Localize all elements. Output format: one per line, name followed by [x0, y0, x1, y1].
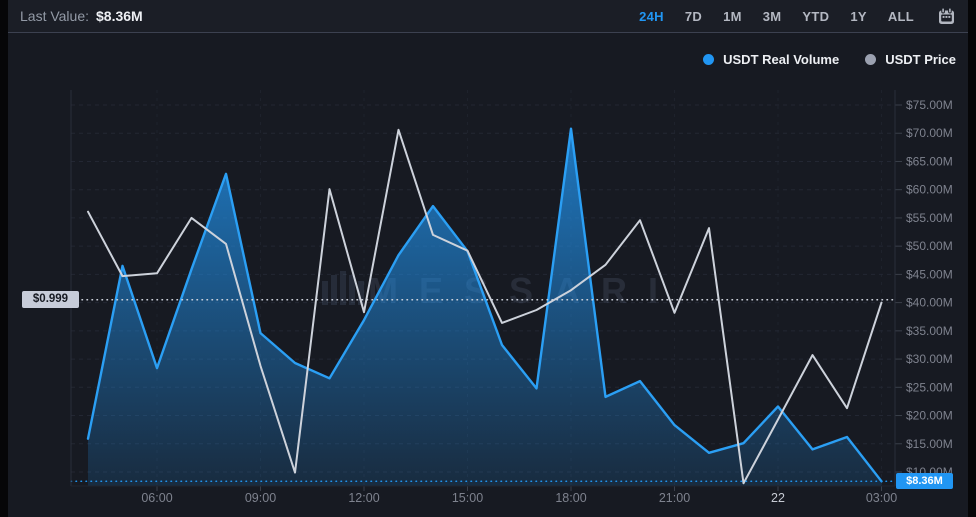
volume-line [86, 127, 883, 483]
y-axis-label: $20.00M [906, 409, 953, 423]
x-axis-label: 06:00 [141, 491, 172, 505]
messari-logo-icon [349, 275, 355, 305]
last-value-amount: $8.36M [96, 8, 143, 24]
y-axis-label: $35.00M [906, 324, 953, 338]
legend-item-usdt-price[interactable]: USDT Price [865, 52, 956, 67]
y-axis-label: $55.00M [906, 211, 953, 225]
x-axis-label: 03:00 [866, 491, 897, 505]
y-axis-label: $50.00M [906, 239, 953, 253]
x-axis-label: 21:00 [659, 491, 690, 505]
y-axis-label: $15.00M [906, 437, 953, 451]
volume-area [88, 128, 882, 486]
y-axis-label: $60.00M [906, 183, 953, 197]
legend-label: USDT Real Volume [723, 52, 840, 67]
y-axis-label: $25.00M [906, 380, 953, 394]
x-axis-label: 18:00 [555, 491, 586, 505]
calendar-icon [937, 7, 956, 26]
x-axis-label: 09:00 [245, 491, 276, 505]
last-value-label: Last Value: [20, 8, 90, 24]
price-series-dot-icon [865, 54, 877, 65]
range-button-1m[interactable]: 1M [723, 8, 742, 24]
volume-series-dot-icon [703, 54, 715, 65]
range-button-all[interactable]: ALL [887, 8, 914, 24]
x-axis-label: 12:00 [348, 491, 379, 505]
plot-hover-region[interactable] [71, 90, 895, 486]
y-axis-label: $65.00M [906, 154, 953, 168]
y-axis-label: $45.00M [906, 267, 953, 281]
legend-item-usdt-real-volume[interactable]: USDT Real Volume [703, 52, 839, 67]
messari-logo-icon [331, 275, 337, 305]
y-axis-label: $75.00M [906, 98, 953, 112]
chart-legend: USDT Real Volume USDT Price [703, 52, 956, 67]
y-axis-label: $70.00M [906, 126, 953, 140]
range-button-group: 24H 7D 1M 3M YTD 1Y ALL [639, 9, 914, 24]
range-button-24h[interactable]: 24H [639, 8, 664, 24]
legend-label: USDT Price [885, 52, 956, 67]
messari-logo-icon [358, 281, 364, 305]
range-button-1y[interactable]: 1Y [850, 8, 867, 24]
x-axis-label: 22 [771, 491, 785, 505]
calendar-button[interactable] [937, 7, 956, 26]
last-value-readout: Last Value: $8.36M [20, 8, 143, 24]
messari-logo-icon [322, 281, 328, 305]
price-last-value-badge: $0.999 [22, 291, 79, 308]
y-axis-label: $40.00M [906, 296, 953, 310]
range-button-ytd[interactable]: YTD [802, 8, 830, 24]
price-line [87, 128, 883, 485]
y-axis-label: $30.00M [906, 352, 953, 366]
topbar: Last Value: $8.36M 24H 7D 1M 3M YTD 1Y ALL [8, 0, 968, 33]
range-button-3m[interactable]: 3M [762, 8, 782, 24]
x-axis-label: 15:00 [452, 491, 483, 505]
chart-plot: 06:00 09:00 12:00 15:00 18:00 21:00 22 03:00 $75… [70, 90, 953, 505]
range-button-7d[interactable]: 7D [684, 8, 703, 24]
volume-last-value-badge: $8.36M [896, 473, 953, 489]
range-controls: 24H 7D 1M 3M YTD 1Y ALL [639, 7, 956, 26]
messari-logo-icon [340, 271, 346, 305]
